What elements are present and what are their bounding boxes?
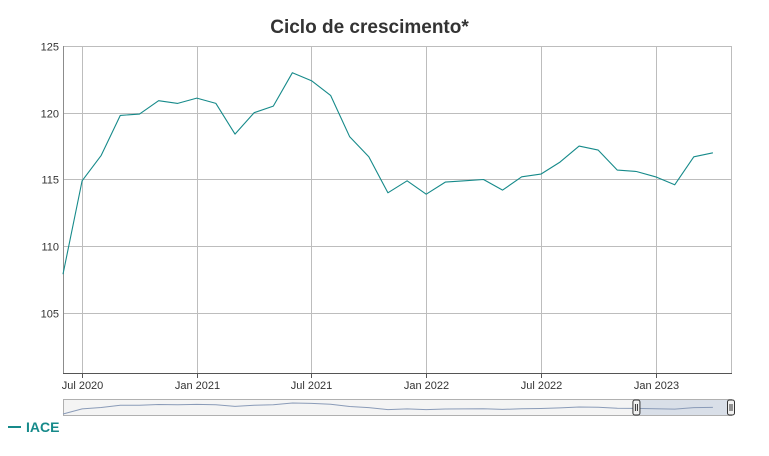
navigator-handle-left[interactable] [632,399,641,416]
navigator-series-line [62,402,713,415]
y-tick-label: 115 [41,175,59,187]
data-point [215,102,217,104]
axis-layer: 105 110 115 120 125 Jul 2020 Jan 2021 Jul 2021 J… [41,42,732,392]
y-tick-label: 120 [41,109,59,121]
data-point [329,94,331,96]
x-tick-label: Jan 2021 [175,380,220,392]
data-point [482,178,484,180]
x-tick-label: Jul 2021 [291,380,333,392]
y-tick-label: 105 [41,309,59,321]
x-tick-label: Jan 2022 [404,380,449,392]
navigator[interactable] [62,399,735,416]
x-tick-label: Jan 2023 [634,380,679,392]
data-point [291,72,293,74]
data-point [100,154,102,156]
data-point [310,80,312,82]
legend[interactable]: IACE [8,419,59,435]
data-point [501,189,503,191]
data-point [157,100,159,102]
legend-label: IACE [26,419,60,435]
data-point [62,273,64,275]
data-point [463,180,465,182]
data-point [616,169,618,171]
data-point [196,97,198,99]
grid-layer [63,46,732,373]
data-point [234,133,236,135]
data-point [253,112,255,114]
data-point [444,181,446,183]
data-point [693,156,695,158]
data-point [597,149,599,151]
data-point [559,161,561,163]
data-point [81,180,83,182]
data-point [368,156,370,158]
navigator-track [63,399,732,416]
x-tick-label: Jul 2022 [521,380,563,392]
data-point [272,105,274,107]
y-tick-label: 125 [41,42,59,54]
data-point [712,152,714,154]
data-point [177,102,179,104]
series-layer [62,72,714,275]
data-point [654,176,656,178]
navigator-selected-range [636,400,731,415]
data-point [578,145,580,147]
data-point [387,192,389,194]
series-line-iace [62,72,714,275]
x-tick-label: Jul 2020 [62,380,104,392]
data-point [138,113,140,115]
y-tick-label: 110 [41,242,59,254]
data-point [425,193,427,195]
navigator-handle-right[interactable] [727,399,735,416]
data-point [406,180,408,182]
data-point [349,136,351,138]
data-point [635,170,637,172]
data-point [119,114,121,116]
legend-swatch [8,426,21,428]
data-point [540,173,542,175]
data-point [521,176,523,178]
data-point [674,184,676,186]
chart-title: Ciclo de crescimento* [270,17,469,38]
